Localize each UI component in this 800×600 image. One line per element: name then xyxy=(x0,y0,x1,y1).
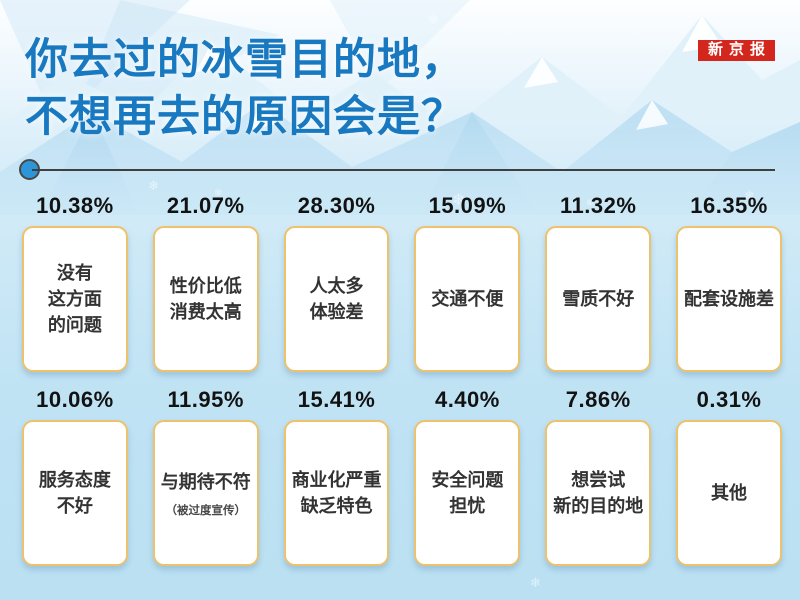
stat-column: 11.95% 与期待不符 （被过度宣传） xyxy=(152,385,259,566)
stat-card: 与期待不符 （被过度宣传） xyxy=(152,420,259,566)
percent-label: 28.30% xyxy=(297,193,376,218)
card-label-line: 消费太高 xyxy=(169,302,242,322)
percent-label: 16.35% xyxy=(690,193,768,218)
snowflake-icon: ❄ xyxy=(530,575,541,590)
stat-column: 21.07% 性价比低消费太高 xyxy=(152,191,259,372)
stat-column: 15.41% 商业化严重缺乏特色 xyxy=(283,385,390,566)
snowflake-icon: ❄ xyxy=(744,188,755,203)
card-label-line: 服务态度 xyxy=(38,470,111,490)
card-label-line: 其他 xyxy=(711,483,748,503)
stat-card: 想尝试 新的目的地 xyxy=(545,420,652,566)
card-label-line: 与期待不符 xyxy=(160,471,251,492)
percent-label: 0.31% xyxy=(696,387,762,412)
card-label-line: 担忧 xyxy=(449,496,486,516)
card-label-line: 想尝试 xyxy=(571,470,626,490)
card-label-line: 体验差 xyxy=(309,302,364,322)
card-label-line: 没有 xyxy=(56,263,93,283)
page-title: 你去过的冰雪目的地， 不想再去的原因会是？ xyxy=(25,32,465,146)
snowflake-icon: ❄ xyxy=(148,178,159,193)
stat-card: 商业化严重 缺乏特色 xyxy=(283,420,390,566)
stat-card: 服务态度 不好 xyxy=(22,420,128,566)
stat-column: 10.38% 没有这方面的问题 xyxy=(22,191,128,372)
snowflake-icon: ❄ xyxy=(452,192,466,209)
percent-label: 4.40% xyxy=(434,387,500,412)
stat-column: 15.09% 交通不便 xyxy=(414,191,521,372)
brand-logo: 新京报 xyxy=(697,40,775,61)
card-note: （被过度宣传） xyxy=(165,504,246,517)
card-grid: 10.38% 没有这方面的问题 21.07% 性价比低消费太高 28.30% 人太多体验差… xyxy=(0,191,800,566)
snowflake-icon: ❄ xyxy=(214,188,223,199)
percent-label: 10.06% xyxy=(36,387,114,412)
stat-card: 人太多 体验差 xyxy=(283,226,390,372)
card-label-line: 不好 xyxy=(56,496,93,516)
stat-card: 雪质不好 xyxy=(545,226,652,372)
percent-label: 21.07% xyxy=(166,193,245,218)
stat-column: 16.35% 配套设施差 xyxy=(676,191,782,372)
page-title-line1: 你去过的冰雪目的地， xyxy=(25,36,465,84)
page-title-line2: 不想再去的原因会是？ xyxy=(25,93,465,141)
stat-column: 7.86% 想尝试新的目的地 xyxy=(545,385,652,566)
stat-column: 0.31% 其他 xyxy=(676,385,782,566)
card-label-line: 缺乏特色 xyxy=(300,496,373,516)
card-row: 10.38% 没有这方面的问题 21.07% 性价比低消费太高 28.30% 人太多体验差… xyxy=(0,191,800,372)
stat-card: 安全问题 担忧 xyxy=(414,420,521,566)
stat-card: 没有 这方面 的问题 xyxy=(22,226,128,372)
percent-label: 15.41% xyxy=(297,387,376,412)
percent-label: 15.09% xyxy=(428,193,507,218)
stat-card: 配套设施差 xyxy=(676,226,782,372)
percent-label: 10.38% xyxy=(36,193,114,218)
snowflake-icon: ❄ xyxy=(586,198,595,209)
card-label-line: 配套设施差 xyxy=(684,289,775,309)
snowflake-icon: ❄ xyxy=(428,12,439,27)
percent-label: 11.32% xyxy=(560,193,637,218)
card-label-line: 安全问题 xyxy=(431,470,504,490)
card-label-line: 雪质不好 xyxy=(562,289,635,309)
stat-card: 性价比低 消费太高 xyxy=(152,226,259,372)
divider-line xyxy=(32,169,775,171)
stat-column: 4.40% 安全问题担忧 xyxy=(414,385,521,566)
stat-card: 其他 xyxy=(676,420,782,566)
card-label-line: 性价比低 xyxy=(169,276,242,296)
card-label-line: 的问题 xyxy=(47,315,102,335)
card-label-line: 新的目的地 xyxy=(553,496,644,516)
stat-column: 11.32% 雪质不好 xyxy=(545,191,652,372)
stat-column: 28.30% 人太多体验差 xyxy=(283,191,390,372)
mountain-background xyxy=(0,0,800,215)
stat-card: 交通不便 xyxy=(414,226,521,372)
card-label-line: 交通不便 xyxy=(431,289,504,309)
card-label-line: 人太多 xyxy=(309,276,364,296)
card-label-line: 商业化严重 xyxy=(291,470,382,490)
percent-label: 7.86% xyxy=(565,387,631,412)
card-row: 10.06% 服务态度不好 11.95% 与期待不符 （被过度宣传） 15.41% 商业化严… xyxy=(0,385,800,566)
percent-label: 11.95% xyxy=(167,387,244,412)
stat-column: 10.06% 服务态度不好 xyxy=(22,385,128,566)
card-label-line: 这方面 xyxy=(47,289,102,309)
